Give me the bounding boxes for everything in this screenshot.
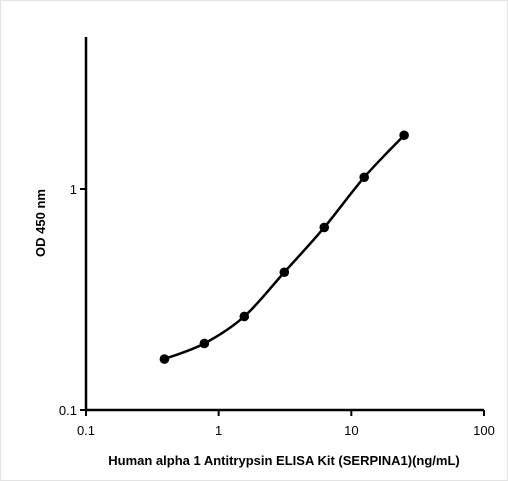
y-axis-title: OD 450 nm xyxy=(33,189,48,257)
x-tick-label-0: 0.1 xyxy=(77,423,95,438)
ticks: 0.1 1 10 100 0.1 1 xyxy=(59,182,495,438)
x-tick-label-2: 10 xyxy=(344,423,358,438)
series-0-line xyxy=(163,134,406,361)
axes xyxy=(84,37,484,412)
data-point-2 xyxy=(239,311,250,322)
data-point-3 xyxy=(279,267,290,278)
x-tick-label-1: 1 xyxy=(215,423,222,438)
x-axis-title: Human alpha 1 Antitrypsin ELISA Kit (SER… xyxy=(108,453,460,468)
data-point-5 xyxy=(359,172,369,183)
data-point-4 xyxy=(319,222,330,233)
series-lines xyxy=(163,134,406,361)
y-tick-label-1: 1 xyxy=(70,182,77,197)
data-point-1 xyxy=(199,338,210,349)
data-points xyxy=(159,130,409,364)
data-point-0 xyxy=(159,354,170,364)
x-tick-label-3: 100 xyxy=(473,423,495,438)
y-tick-label-0: 0.1 xyxy=(59,403,77,418)
data-point-6 xyxy=(399,130,409,141)
